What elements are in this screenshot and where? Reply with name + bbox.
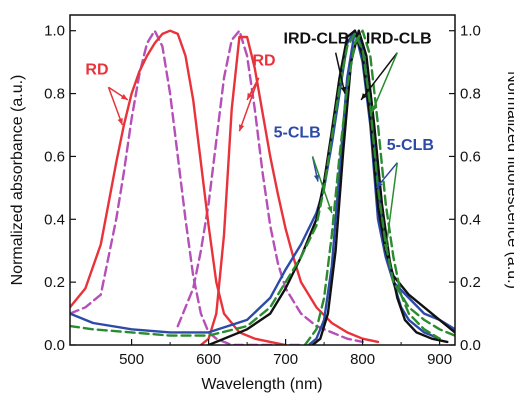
- x-tick-label: 500: [119, 351, 144, 368]
- y-tick-label-left: 0.4: [44, 211, 65, 228]
- y-tick-label-left: 0.2: [44, 274, 65, 291]
- annotation-arrowhead-6: [376, 181, 383, 188]
- annotation-arrow-8: [334, 52, 346, 94]
- series-line-rd-absorbance-2: [70, 29, 287, 345]
- x-tick-label: 800: [350, 351, 375, 368]
- annotation-label-rd-0: RD: [85, 62, 108, 79]
- y-axis-title-left: Normalized absorbance (a.u.): [9, 75, 26, 286]
- plot-frame: [69, 14, 456, 346]
- y-tick-label-right: 0.2: [460, 274, 481, 291]
- y-tick-label-left: 0.8: [44, 86, 65, 103]
- annotation-label-5-clb-2: 5-CLB: [274, 125, 321, 142]
- annotations: RD RD 5-CLB 5-CLB IRD-CLB IRD-CLB: [85, 30, 434, 251]
- annotation-arrow-7: [384, 162, 398, 251]
- series-line-rd-absorbance-0: [70, 29, 303, 345]
- y-tick-label-right: 0.4: [460, 211, 481, 228]
- annotation-label-5-clb-3: 5-CLB: [387, 137, 434, 154]
- axis-ticks: 500 600 700 800 900 0.0 0.0 0.2 0.2 0.4 0.4 0.6 0.6 0…: [44, 23, 481, 368]
- series-line-5-clb-fluorescence-5: [307, 29, 441, 345]
- series-line-unlabeled-fluorescence-9: [303, 29, 441, 345]
- annotation-arrowhead-9: [361, 93, 368, 100]
- series-line-rd-fluorescence-3: [199, 35, 380, 345]
- series-line-unlabeled-absorbance-8: [70, 32, 455, 337]
- annotation-arrow-1: [107, 87, 124, 126]
- annotation-arrowhead-8: [340, 86, 347, 94]
- series-line-ird-clb-fluorescence-7: [311, 29, 449, 345]
- annotation-arrowhead-4: [313, 174, 320, 182]
- y-tick-label-right: 0.6: [460, 148, 481, 165]
- x-axis-title: Wavelength (nm): [201, 376, 322, 393]
- annotation-arrowhead-5: [327, 206, 333, 213]
- series-line-ird-clb-absorbance-6: [207, 29, 455, 345]
- plot-area: [70, 29, 455, 345]
- y-tick-label-right: 0.0: [460, 337, 481, 354]
- x-tick-label: 600: [196, 351, 221, 368]
- x-tick-label: 900: [427, 351, 452, 368]
- annotation-arrowhead-1: [117, 118, 123, 125]
- annotation-arrowhead-3: [239, 124, 245, 132]
- annotation-arrow-3: [238, 77, 260, 132]
- annotation-label-ird-clb-5: IRD-CLB: [366, 30, 432, 47]
- annotation-arrowhead-7: [383, 243, 390, 251]
- annotation-label-rd-1: RD: [252, 52, 275, 69]
- y-axis-title-right: Normalized fluorescence (a.u.): [504, 71, 514, 289]
- annotation-arrow-9: [360, 52, 398, 101]
- annotation-arrowhead-0: [120, 94, 128, 100]
- y-tick-label-left: 0.6: [44, 148, 65, 165]
- annotation-arrow-10: [371, 52, 398, 113]
- annotation-label-ird-clb-4: IRD-CLB: [284, 30, 350, 47]
- annotation-arrow-5: [311, 156, 333, 214]
- y-tick-label-left: 1.0: [44, 23, 65, 40]
- x-tick-label: 700: [273, 351, 298, 368]
- y-tick-label-right: 0.8: [460, 86, 481, 103]
- y-tick-label-left: 0.0: [44, 337, 65, 354]
- series-line-rd-fluorescence-1: [176, 29, 364, 344]
- annotation-arrowhead-2: [247, 92, 253, 100]
- y-tick-label-right: 1.0: [460, 23, 481, 40]
- annotation-arrowhead-10: [371, 105, 377, 113]
